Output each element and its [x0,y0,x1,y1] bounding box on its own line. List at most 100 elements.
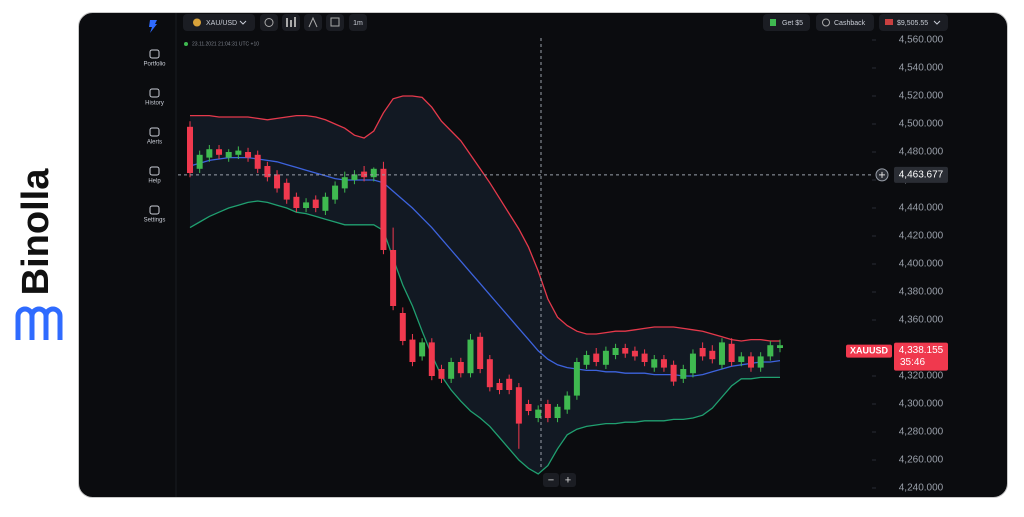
caret [933,20,941,25]
symbol-tag-label: XAUUSD [850,345,889,355]
candle-body [777,345,783,348]
balance: $9,505.55 [897,20,928,27]
crosshair-price: 4,463.677 [899,169,944,180]
symbol-selector[interactable] [183,14,255,31]
candle-body [245,152,252,158]
candle-body [293,196,300,208]
candle-body [341,177,348,189]
zoom-in-button[interactable] [560,473,576,487]
candle-body [322,196,329,211]
candle-body [399,313,406,341]
candle-body [409,339,416,362]
candle-body [612,348,619,355]
brand-logo [15,306,63,340]
cashback-button[interactable] [816,14,874,31]
app-logo [149,20,157,33]
candle-body [477,336,484,369]
candle-body [370,168,377,178]
sidebar-label[interactable]: Help [148,179,161,185]
candle-body [699,348,706,357]
candle-body [283,182,290,200]
timeframe-button[interactable] [349,14,367,31]
y-tick-label: 4,320.000 [899,371,944,382]
sidebar: Portfolio History Alerts Help Settings [143,49,166,224]
y-tick-label: 4,400.000 [899,259,944,270]
candle-body [660,359,667,368]
bonus-button[interactable] [763,14,810,31]
candle-body [303,202,310,208]
candle-body [419,342,426,357]
candle-body [235,150,242,155]
candle-body [506,378,513,390]
brand-name: Binolla [15,168,57,296]
candle-body [641,353,648,362]
draw-button[interactable] [304,14,322,31]
info-button[interactable] [260,14,278,31]
timeframe: 1m [353,20,363,27]
symbol-tag [846,344,892,358]
candle-body [583,355,590,365]
sidebar-label[interactable]: Alerts [147,140,162,146]
balance-button[interactable] [879,14,948,31]
candle-body [380,168,387,250]
candle-body [544,404,551,418]
candle-body [216,149,223,155]
candle-body [196,154,203,169]
band-line [190,95,780,342]
sidebar-icon [149,166,160,176]
candle-countdown: 35:46 [900,357,925,368]
candle-body [206,149,213,158]
candle-body [767,345,774,357]
candle-body [689,353,696,374]
band-line [189,200,780,475]
bonus-label: Get $5 [782,20,803,27]
crosshair-price-box [894,166,948,183]
candle-body [254,154,261,169]
sidebar-icon [149,205,160,215]
chart-type-icon [286,17,296,27]
sidebar-label[interactable]: History [145,101,164,107]
candle-body [525,404,532,411]
y-tick-label: 4,380.000 [899,287,944,298]
y-tick-label: 4,520.000 [899,91,944,102]
candle-body [496,383,503,390]
sidebar-icon [149,49,160,59]
candle-body [573,362,580,396]
cashback-icon [822,18,830,27]
info-icon [264,18,274,27]
zoom-out: − [548,474,554,486]
symbol-name: XAU/USD [206,20,237,27]
zoom-in: + [565,474,571,486]
timestamp: 23.11.2021 21:04:31 UTC +10 [192,41,259,47]
y-tick-label: 4,360.000 [899,315,944,326]
y-tick-label: 4,480.000 [899,147,944,158]
candle-body [622,348,629,354]
y-tick-label: 4,240.000 [899,483,944,494]
candle-body [728,343,735,362]
candle-body [651,359,658,368]
candle-body [332,185,339,200]
candle-body [709,350,716,360]
status-dot [184,42,188,46]
y-tick-label: 4,440.000 [899,203,944,214]
sidebar-label[interactable]: Portfolio [143,62,166,68]
y-tick-label: 4,280.000 [899,427,944,438]
candle-body [438,369,445,379]
candle-body [738,356,745,362]
candle-body [187,126,193,173]
sidebar-label[interactable]: Settings [144,218,166,224]
gift-icon [770,19,776,26]
indicator-button[interactable] [326,14,344,31]
candle-body [274,174,281,189]
candle-body [351,174,358,180]
zoom-out-button[interactable] [543,473,559,487]
y-tick-label: 4,540.000 [899,63,944,74]
current-price-box [894,342,948,371]
plot: 4,240.000 4,260.000 4,280.000 4,300.000 4,32… [178,35,948,494]
symbol-flag [193,18,201,27]
y-tick-label: 4,420.000 [899,231,944,242]
candle-body [515,387,522,424]
candle-body [602,350,609,365]
